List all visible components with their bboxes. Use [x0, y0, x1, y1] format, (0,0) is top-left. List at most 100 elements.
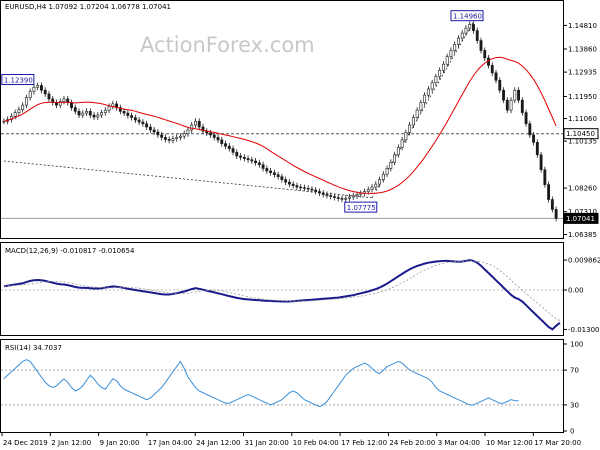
candle-body: [216, 137, 220, 141]
candle-body: [194, 120, 197, 126]
candle-body: [408, 124, 412, 133]
candle-body: [389, 161, 393, 169]
candle-body: [62, 98, 66, 102]
macd-header: MACD(12,26,9) -0.010817 -0.010654: [5, 247, 135, 255]
candle-body: [359, 192, 363, 195]
candle-body: [550, 199, 554, 210]
candle-body: [254, 160, 258, 164]
grid-layer: [1, 133, 563, 219]
candle-body: [81, 112, 85, 116]
candle-body: [220, 139, 224, 144]
candle-body: [483, 50, 487, 59]
candle-body: [547, 184, 551, 200]
candle-body: [430, 82, 434, 90]
candle-body: [400, 139, 404, 148]
price-tag-label: 1.10450: [566, 130, 595, 138]
candle-body: [479, 40, 483, 51]
candle-body: [77, 111, 81, 116]
candle-body: [287, 181, 291, 185]
candle-body: [160, 134, 164, 138]
price-tag-label: 1.07041: [566, 215, 595, 223]
price-tick-label: 1.12935: [568, 69, 597, 77]
candle-body: [434, 76, 438, 84]
x-tick-label: 3 Mar 04:00: [438, 439, 480, 447]
x-tick-label: 2 Jan 12:00: [51, 439, 91, 447]
moving-average-line: [3, 56, 557, 194]
candle-body: [190, 124, 194, 131]
candle-body: [393, 154, 397, 163]
price-tag-box: [563, 212, 599, 224]
candle-body: [280, 176, 284, 180]
candle-body: [460, 32, 464, 39]
candle-body: [318, 191, 321, 194]
trendline: [371, 21, 474, 198]
x-tick-label: 10 Mar 12:00: [486, 439, 533, 447]
x-tick-label: 17 Feb 12:00: [341, 439, 387, 447]
macd-line: [3, 259, 561, 331]
candle-body: [532, 134, 536, 143]
candle-body: [242, 156, 246, 159]
candle-body: [385, 168, 389, 175]
candle-body: [2, 120, 6, 123]
candle-body: [445, 56, 449, 65]
candle-body: [137, 119, 141, 123]
candle-body: [55, 102, 58, 106]
macd-signal-line: [3, 260, 561, 321]
candlestick-layer: [2, 21, 558, 222]
price-tick-label: 1.08260: [568, 185, 597, 193]
candle-body: [310, 188, 314, 191]
candle-body: [186, 129, 190, 134]
x-tick-label: 24 Feb 20:00: [389, 439, 435, 447]
candle-body: [276, 174, 280, 177]
candle-body: [302, 187, 306, 189]
candle-body: [227, 145, 231, 149]
candle-body: [107, 106, 111, 111]
x-tick-label: 31 Jan 20:00: [245, 439, 289, 447]
candle-body: [152, 129, 156, 133]
candle-body: [284, 179, 288, 183]
candle-body: [378, 179, 381, 185]
x-tick-label: 10 Feb 04:00: [293, 439, 339, 447]
annotation-layer: 1.12390 1.07775 1.14960: [1, 10, 484, 213]
candle-body: [88, 111, 92, 116]
candle-body: [520, 99, 524, 113]
price-tick-label: 1.10135: [568, 138, 597, 146]
candle-body: [85, 111, 88, 114]
candle-body: [21, 104, 25, 110]
price-axis: 1.06385 1.07310 1.08260 1.10135 1.11060 1.119…: [563, 22, 599, 239]
candle-body: [171, 138, 175, 141]
price-panel-frame: [0, 0, 564, 239]
x-tick-label: 9 Jan 20:00: [100, 439, 140, 447]
candle-body: [40, 85, 43, 91]
candle-body: [224, 143, 227, 147]
candle-body: [306, 188, 310, 190]
candle-body: [231, 148, 235, 153]
macd-tick-label: 0.009862: [568, 257, 600, 265]
candle-body: [321, 192, 325, 195]
candle-body: [498, 79, 502, 91]
candle-body: [404, 132, 408, 141]
macd-panel-frame: [0, 242, 564, 336]
candle-body: [13, 112, 17, 117]
candle-body: [118, 107, 122, 112]
candle-body: [43, 89, 47, 95]
candle-body: [468, 24, 472, 29]
candle-body: [265, 168, 269, 172]
rsi-header: RSI(14) 34.7037: [5, 344, 62, 352]
candle-body: [419, 102, 423, 111]
candle-body: [9, 116, 13, 120]
rsi-panel-frame: [0, 339, 564, 433]
candle-body: [374, 183, 378, 188]
price-tick-label: 1.11950: [568, 93, 597, 101]
candle-body: [156, 131, 160, 136]
rsi-layer: 100 70 30 0: [1, 341, 583, 436]
rsi-line: [3, 359, 519, 408]
rsi-tick-label: 100: [570, 341, 583, 349]
candle-body: [464, 27, 468, 34]
candle-body: [415, 109, 419, 118]
candle-body: [524, 112, 528, 125]
price-tick-label: 1.06385: [568, 231, 597, 239]
macd-layer: 0.009862 0.00 -0.013002: [1, 257, 600, 334]
candle-body: [261, 164, 265, 169]
candle-body: [344, 197, 348, 200]
